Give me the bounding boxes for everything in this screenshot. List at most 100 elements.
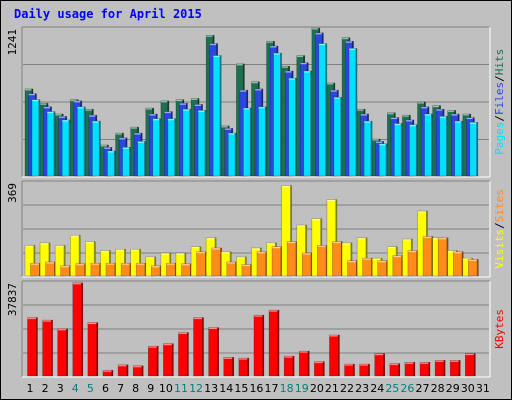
bar-pages-day-23-shadow <box>370 121 373 176</box>
bar-kbytes-day-4-face <box>72 282 83 376</box>
bar-pages-day-24 <box>378 143 388 177</box>
bar-pages-day-3-face <box>62 119 71 176</box>
x-tick-label-day-15: 15 <box>234 382 248 395</box>
bar-visits-day-3-face <box>55 245 66 276</box>
bar-pages-day-8 <box>137 141 146 177</box>
bar-visits-day-3-outline <box>54 245 66 277</box>
bar-kbytes-day-30-highlight <box>465 353 476 356</box>
bar-sites-day-7-highlight <box>121 263 132 265</box>
bar-kbytes-day-17-shadow <box>277 310 280 376</box>
bar-files-day-19-highlight <box>300 62 309 65</box>
bar-sites-day-16 <box>256 251 268 277</box>
bar-sites-day-16-face <box>256 251 267 276</box>
bar-pages-day-6 <box>107 150 116 177</box>
bar-pages-day-10-outline <box>167 118 177 177</box>
bar-visits-day-8-face <box>130 249 141 276</box>
bar-sites-day-30-face <box>468 259 479 276</box>
bar-kbytes-day-7 <box>117 364 129 377</box>
bar-kbytes-day-4-outline <box>72 282 84 377</box>
bar-visits-day-28-highlight <box>432 237 443 240</box>
bar-sites-day-4-highlight <box>75 263 86 266</box>
bar-kbytes-day-4-highlight <box>72 282 83 285</box>
bar-pages-day-19-highlight <box>303 71 312 73</box>
bar-kbytes-day-15 <box>238 357 250 377</box>
bar-pages-day-7-face <box>122 147 131 176</box>
bar-sites-day-15 <box>241 264 253 277</box>
bar-hits-day-7-highlight <box>115 133 124 135</box>
bar-kbytes-day-25-face <box>389 363 400 376</box>
bar-pages-day-15-outline <box>243 107 252 177</box>
bar-sites-day-28 <box>437 237 449 277</box>
bar-kbytes-day-16-highlight <box>253 315 264 317</box>
bar-visits-day-13-face <box>206 237 217 276</box>
bar-pages-day-9-outline <box>152 118 162 177</box>
bar-visits-day-24-face <box>372 258 383 276</box>
bar-sites-day-20 <box>317 245 328 277</box>
bar-kbytes-day-6-face <box>102 370 113 376</box>
bar-kbytes-day-28 <box>434 360 446 377</box>
bar-sites-day-15-highlight <box>241 264 252 267</box>
bar-kbytes-day-9-highlight <box>148 346 159 348</box>
bar-sites-day-10-shadow <box>174 263 177 276</box>
bar-visits-day-3-shadow <box>63 245 66 276</box>
bar-sites-day-25-shadow <box>401 255 403 276</box>
bar-visits-day-2-shadow <box>48 242 51 276</box>
bar-sites-day-30-highlight <box>468 259 479 261</box>
bar-kbytes-day-3-highlight <box>57 328 68 331</box>
bar-hits-day-9-highlight <box>145 108 154 110</box>
bar-files-day-9-highlight <box>149 113 158 116</box>
bar-pages-day-22-face <box>349 48 358 176</box>
bar-sites-day-10-highlight <box>166 263 177 265</box>
bar-visits-day-19-outline <box>296 224 308 277</box>
bar-kbytes-day-27 <box>419 362 431 377</box>
bar-pages-day-17-highlight <box>273 53 282 55</box>
x-tick-label-day-3: 3 <box>57 382 64 395</box>
bar-pages-day-24-outline <box>378 143 388 177</box>
bar-kbytes-day-6-outline <box>102 369 114 377</box>
bar-hits-day-29-highlight <box>447 110 456 112</box>
bar-kbytes-day-29 <box>449 360 461 377</box>
bar-pages-day-16-outline <box>258 106 267 177</box>
bar-sites-day-8 <box>135 262 147 277</box>
bar-kbytes-day-24 <box>374 353 386 377</box>
bar-sites-day-27-shadow <box>431 236 434 276</box>
bar-kbytes-day-2 <box>42 319 53 377</box>
bar-kbytes-day-3-face <box>57 328 68 376</box>
bar-pages-day-7-outline <box>122 147 131 177</box>
bar-sites-day-27 <box>422 236 434 277</box>
bar-pages-day-7-shadow <box>129 147 131 176</box>
bar-files-day-11-highlight <box>179 103 188 105</box>
bar-kbytes-day-21-face <box>329 335 340 376</box>
bar-kbytes-day-22-outline <box>344 363 355 377</box>
bar-visits-day-20-highlight <box>311 218 322 221</box>
bar-sites-day-3-shadow <box>69 265 71 276</box>
bar-kbytes-day-22 <box>344 363 355 377</box>
bar-sites-day-16-shadow <box>265 251 267 276</box>
bar-kbytes-day-7-face <box>118 364 129 376</box>
bar-visits-day-15-highlight <box>236 256 247 259</box>
bar-pages-day-25-highlight <box>394 123 403 126</box>
bar-visits-day-5-face <box>85 241 96 276</box>
bar-sites-day-27-face <box>423 236 434 276</box>
x-tick-label-day-16: 16 <box>249 382 263 395</box>
bar-hits-day-17-highlight <box>266 41 275 43</box>
bar-sites-day-21 <box>332 241 343 277</box>
bar-files-day-6-highlight <box>103 147 112 149</box>
x-tick-label-day-12: 12 <box>189 382 203 395</box>
bar-kbytes-day-10 <box>163 343 174 377</box>
bar-kbytes-day-25-shadow <box>398 363 400 376</box>
x-tick-label-day-17: 17 <box>265 382 279 395</box>
bar-hits-day-28-highlight <box>432 105 441 108</box>
legend-item-sites: Sites <box>493 189 506 222</box>
bar-sites-day-23-highlight <box>362 258 373 260</box>
bar-kbytes-day-21-outline <box>329 334 340 377</box>
bar-pages-day-19-outline <box>303 70 313 177</box>
bar-visits-day-4-face <box>70 235 81 276</box>
bar-sites-day-5-shadow <box>99 263 101 276</box>
bar-visits-day-5-highlight <box>85 241 96 244</box>
bar-sites-day-29-face <box>453 251 464 276</box>
bar-files-day-8-highlight <box>134 133 143 135</box>
bar-sites-day-11-highlight <box>181 263 192 266</box>
bar-pages-day-3-highlight <box>62 119 71 122</box>
bar-sites-day-1-highlight <box>30 263 41 265</box>
